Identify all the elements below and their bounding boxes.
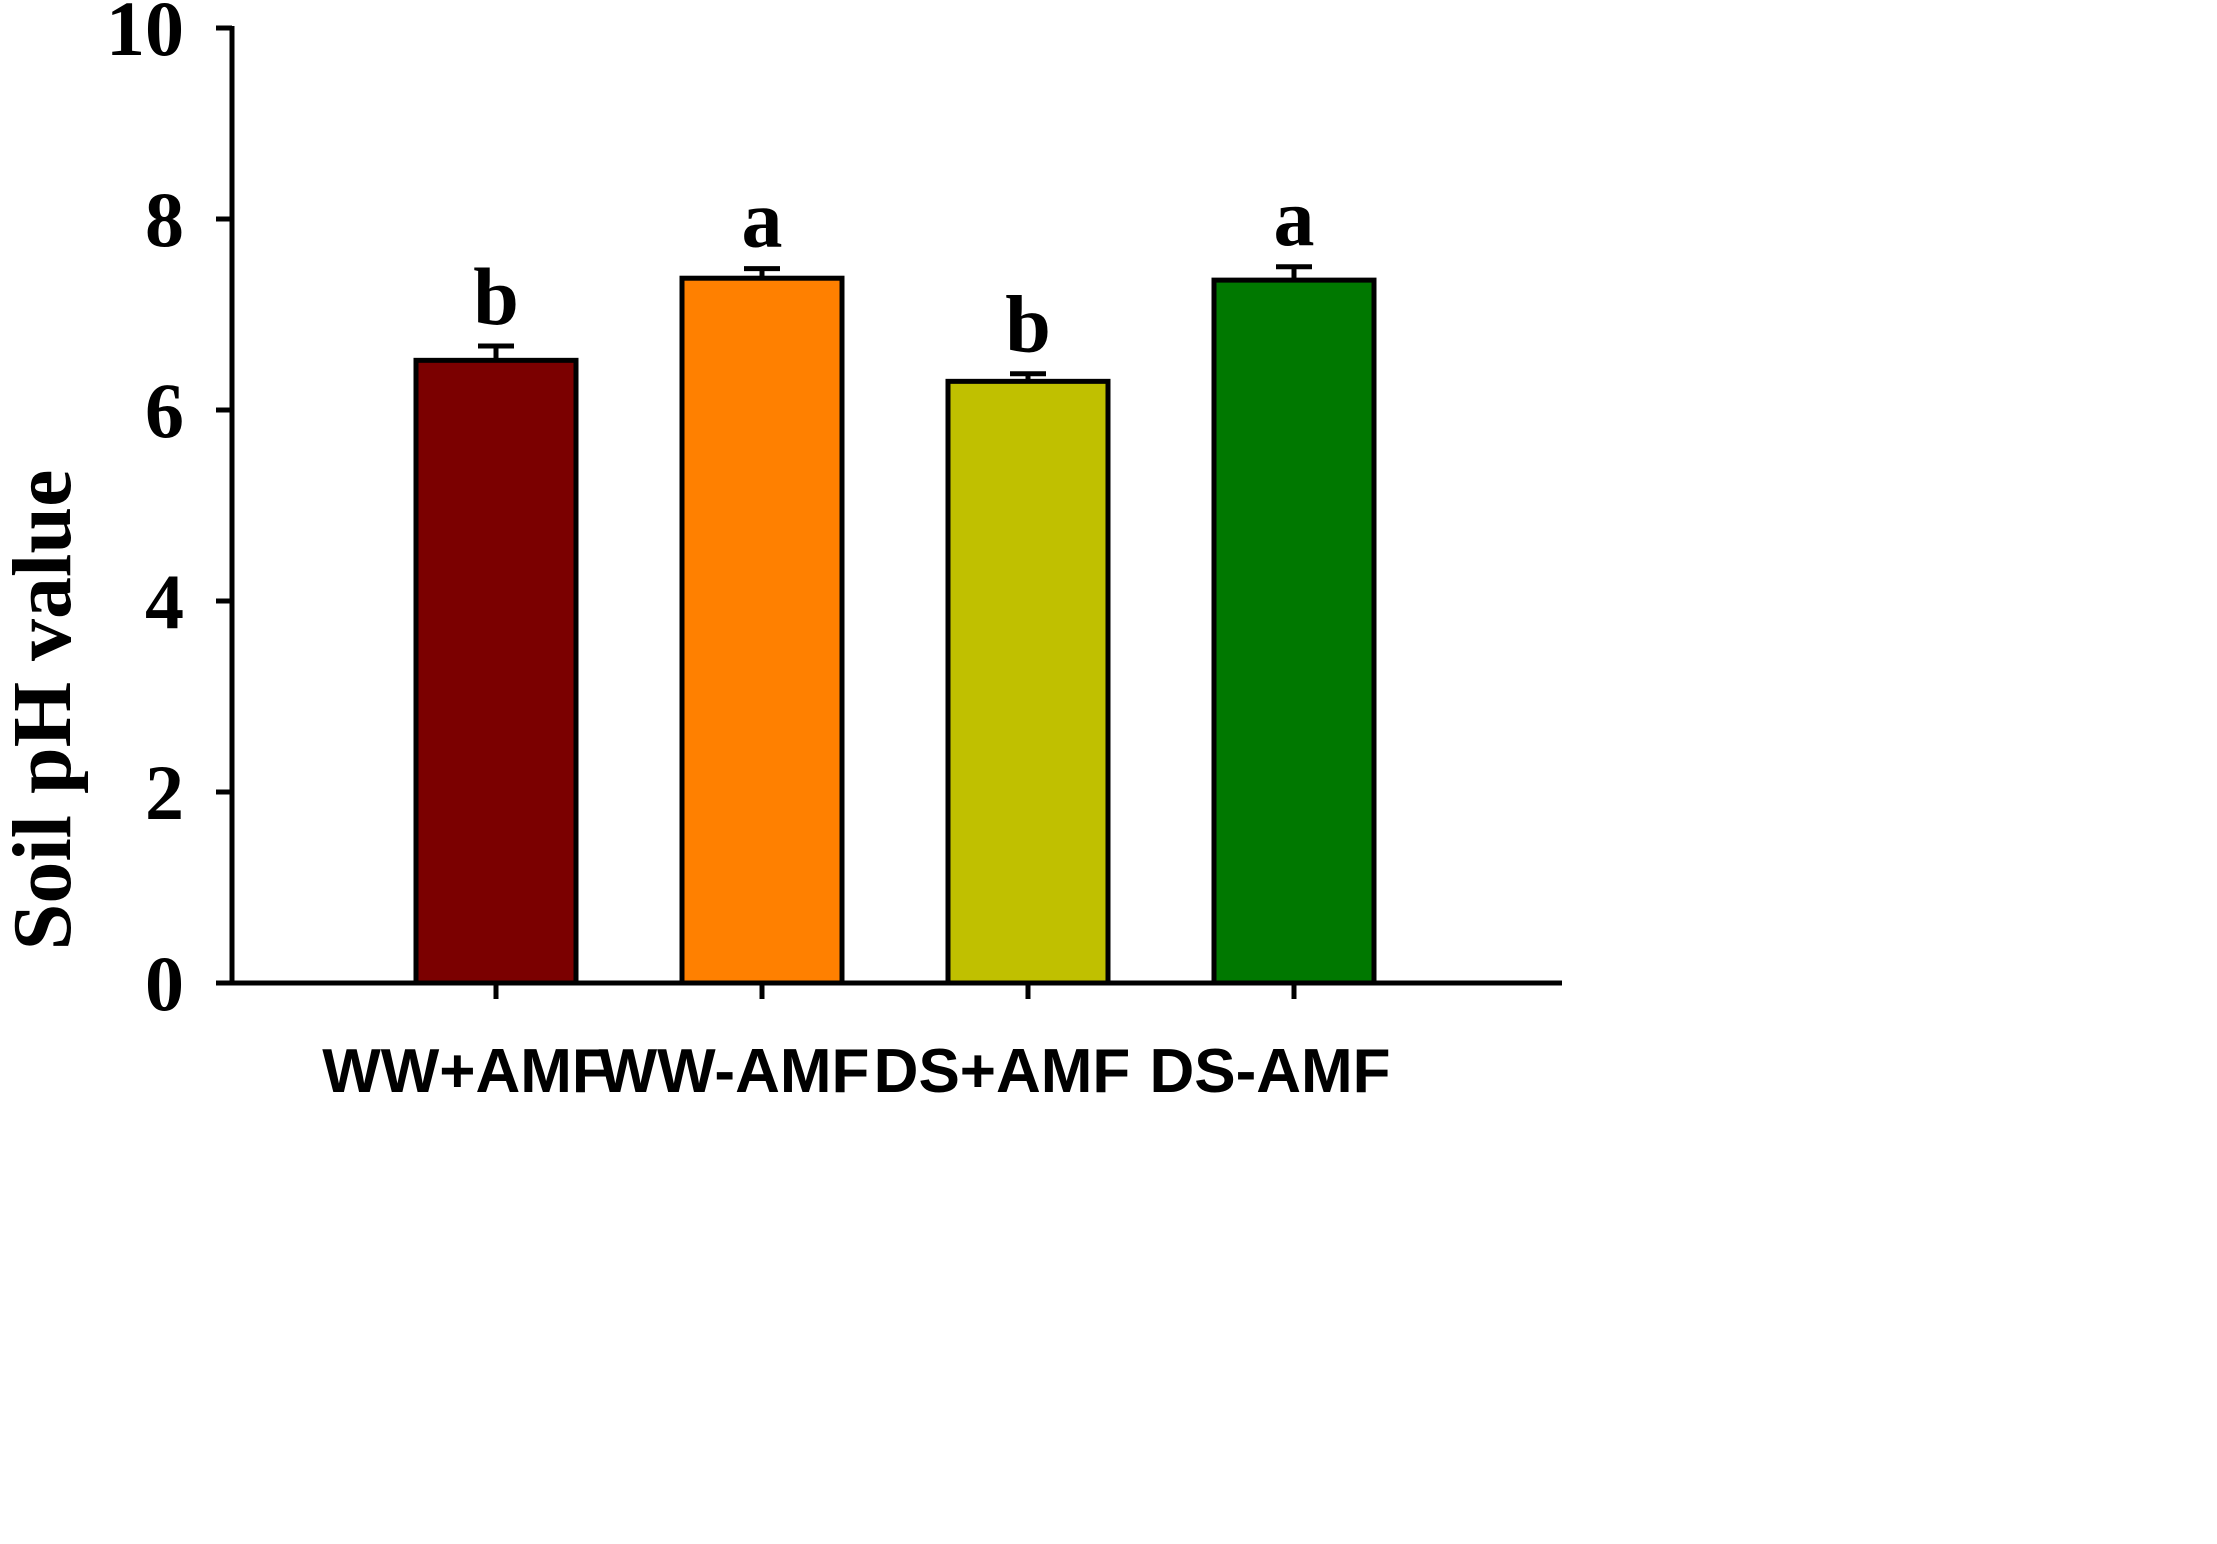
y-tick-label: 4 — [145, 558, 184, 645]
significance-label: b — [473, 251, 519, 342]
bar-ww-amf — [413, 357, 579, 986]
bar-ds-amf — [1211, 277, 1377, 986]
x-tick-label: DS-AMF — [1149, 1037, 1390, 1106]
y-axis-title: Soil pH value — [0, 470, 89, 951]
y-tick-label: 10 — [106, 0, 184, 72]
x-tick-label: DS+AMF — [874, 1037, 1131, 1106]
bars: b a b a — [413, 172, 1377, 986]
significance-label: a — [742, 174, 783, 265]
y-axis-title-group: Soil pH value — [0, 470, 89, 951]
y-tick-label: 0 — [145, 940, 184, 1027]
significance-label: b — [1005, 279, 1051, 370]
x-tick-label: WW+AMF — [322, 1037, 610, 1106]
bar-ds-amf — [945, 378, 1111, 986]
y-tick-label: 6 — [145, 367, 184, 454]
y-ticks: 0 2 4 6 8 10 — [106, 0, 232, 1027]
y-tick-label: 8 — [145, 176, 184, 263]
bar-ww-amf — [679, 275, 845, 986]
significance-label: a — [1274, 172, 1315, 263]
x-tick-label: WW-AMF — [599, 1037, 870, 1106]
y-tick-label: 2 — [145, 749, 184, 836]
